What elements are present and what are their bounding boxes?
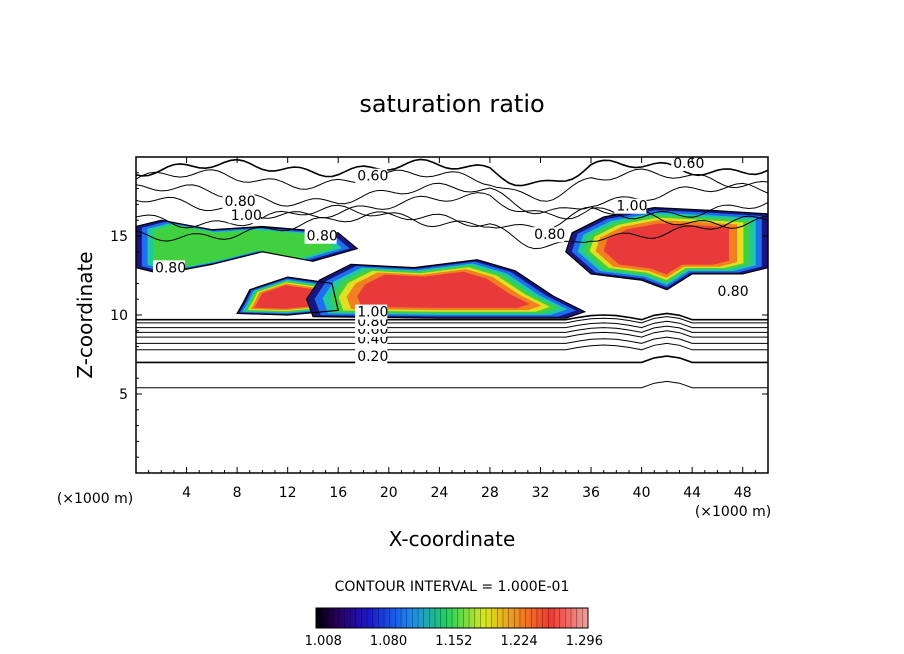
contour-label-bg: [355, 304, 388, 320]
x-tick-label: 12: [279, 485, 297, 501]
x-tick-label: 48: [734, 485, 752, 501]
contour-label: 0.20: [357, 349, 388, 365]
colorbar: 1.008 1.080 1.152 1.224 1.296: [305, 607, 603, 649]
x-tick-label: 20: [380, 485, 398, 501]
contour-line: [565, 206, 768, 291]
contour-label: 1.00: [357, 305, 388, 321]
contour-labels: 0.200.400.600.801.000.600.801.000.800.60…: [152, 156, 749, 365]
x-tick-label: 32: [532, 485, 550, 501]
contour-label: 0.60: [673, 156, 704, 172]
x-axis-label: X-coordinate: [389, 527, 516, 551]
contour-line: [136, 325, 768, 333]
contour-label: 0.80: [534, 227, 565, 243]
x-tick-label: 4: [182, 485, 191, 501]
x-tick-label: 36: [582, 485, 600, 501]
contour-line: [305, 259, 587, 319]
chart-title: saturation ratio: [359, 90, 544, 118]
plot-area: 0.200.400.600.801.000.600.801.000.800.60…: [136, 156, 768, 389]
contour-label-bg: [304, 228, 337, 244]
x-tick-label: 40: [633, 485, 651, 501]
colorbar-tick-label: 1.152: [435, 634, 472, 649]
contour-line: [136, 355, 768, 364]
saturation-band: [357, 271, 530, 308]
x-tick-label: 44: [683, 485, 701, 501]
colorbar-tick-label: 1.296: [566, 634, 603, 649]
contour-label: 0.80: [717, 284, 748, 300]
contour-line: [136, 316, 768, 324]
contour-label: 0.80: [307, 229, 338, 245]
saturation-fields: [136, 207, 768, 319]
x-axis: 4 8 12 16 20 24 28 32 36 40 44 48: [148, 157, 756, 501]
contour-label: 1.00: [616, 199, 647, 215]
x-tick-label: 8: [233, 485, 242, 501]
contour-label: 1.00: [231, 208, 262, 224]
contour-label: 0.80: [224, 194, 255, 210]
contour-label-bg: [355, 168, 388, 184]
contour-label-bg: [614, 198, 647, 214]
x-tick-label: 24: [430, 485, 448, 501]
colorbar-ticks: 1.008 1.080 1.152 1.224 1.296: [305, 608, 603, 649]
x-tick-label: 16: [329, 485, 347, 501]
contour-line: [136, 211, 768, 250]
y-tick-label: 10: [110, 308, 128, 324]
contour-label-bg: [355, 348, 388, 364]
contour-line: [136, 204, 768, 230]
saturation-band: [153, 224, 335, 269]
colorbar-tick-label: 1.224: [500, 634, 537, 649]
y-tick-label: 15: [110, 229, 128, 245]
contour-line: [136, 336, 768, 344]
y-tick-label: 5: [119, 387, 128, 403]
contour-interval-text: CONTOUR INTERVAL = 1.000E-01: [335, 579, 570, 595]
contour-line: [136, 312, 768, 321]
x-unit-label: (×1000 m): [695, 504, 771, 520]
x-tick-label: 28: [481, 485, 499, 501]
contour-label-bg: [228, 208, 261, 224]
contour-line: [136, 380, 768, 389]
colorbar-tick-label: 1.008: [305, 634, 342, 649]
contour-label-bg: [671, 157, 704, 172]
contour-label-bg: [532, 227, 565, 243]
contour-line: [136, 342, 768, 351]
contour-line: [136, 330, 768, 338]
contour-line: [136, 219, 359, 275]
saturation-band: [603, 223, 729, 275]
contour-label: 0.80: [155, 260, 186, 276]
contour-line: [136, 168, 768, 202]
y-axis-label: Z-coordinate: [73, 251, 97, 378]
contour-label-bg: [152, 260, 185, 276]
saturation-band: [254, 285, 317, 309]
z-unit-label: (×1000 m): [57, 491, 133, 507]
colorbar-tick-label: 1.080: [370, 634, 407, 649]
contour-label: 0.60: [357, 169, 388, 185]
contour-label-bg: [222, 193, 255, 209]
contour-label-bg: [715, 284, 748, 300]
contour-line: [236, 276, 339, 316]
contour-line: [136, 320, 768, 329]
contour-line: [136, 158, 768, 187]
y-axis: 5 10 15: [110, 172, 768, 458]
